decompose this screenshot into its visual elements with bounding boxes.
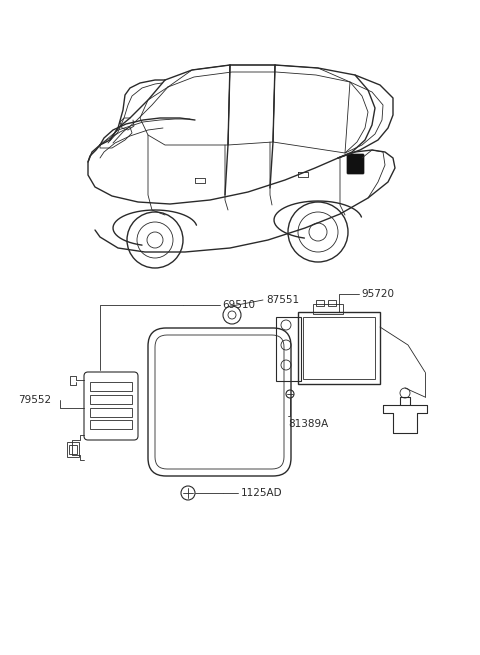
Bar xyxy=(90,382,132,391)
Text: 95720: 95720 xyxy=(361,289,394,299)
Bar xyxy=(313,304,343,314)
Text: 87551: 87551 xyxy=(266,295,299,305)
Bar xyxy=(90,408,132,417)
Bar xyxy=(276,317,301,381)
Bar xyxy=(298,312,380,384)
Text: 69510: 69510 xyxy=(222,300,255,310)
FancyBboxPatch shape xyxy=(148,328,291,476)
Bar xyxy=(67,442,79,457)
Bar xyxy=(69,445,77,454)
FancyBboxPatch shape xyxy=(347,154,364,174)
Text: 81389A: 81389A xyxy=(288,419,328,429)
Text: 79552: 79552 xyxy=(18,395,51,405)
FancyBboxPatch shape xyxy=(84,372,138,440)
Bar xyxy=(90,420,132,429)
Bar xyxy=(90,395,132,404)
Bar xyxy=(328,300,336,306)
Text: 1125AD: 1125AD xyxy=(241,488,283,498)
FancyBboxPatch shape xyxy=(155,335,284,469)
Bar xyxy=(316,300,324,306)
Bar xyxy=(303,317,375,379)
